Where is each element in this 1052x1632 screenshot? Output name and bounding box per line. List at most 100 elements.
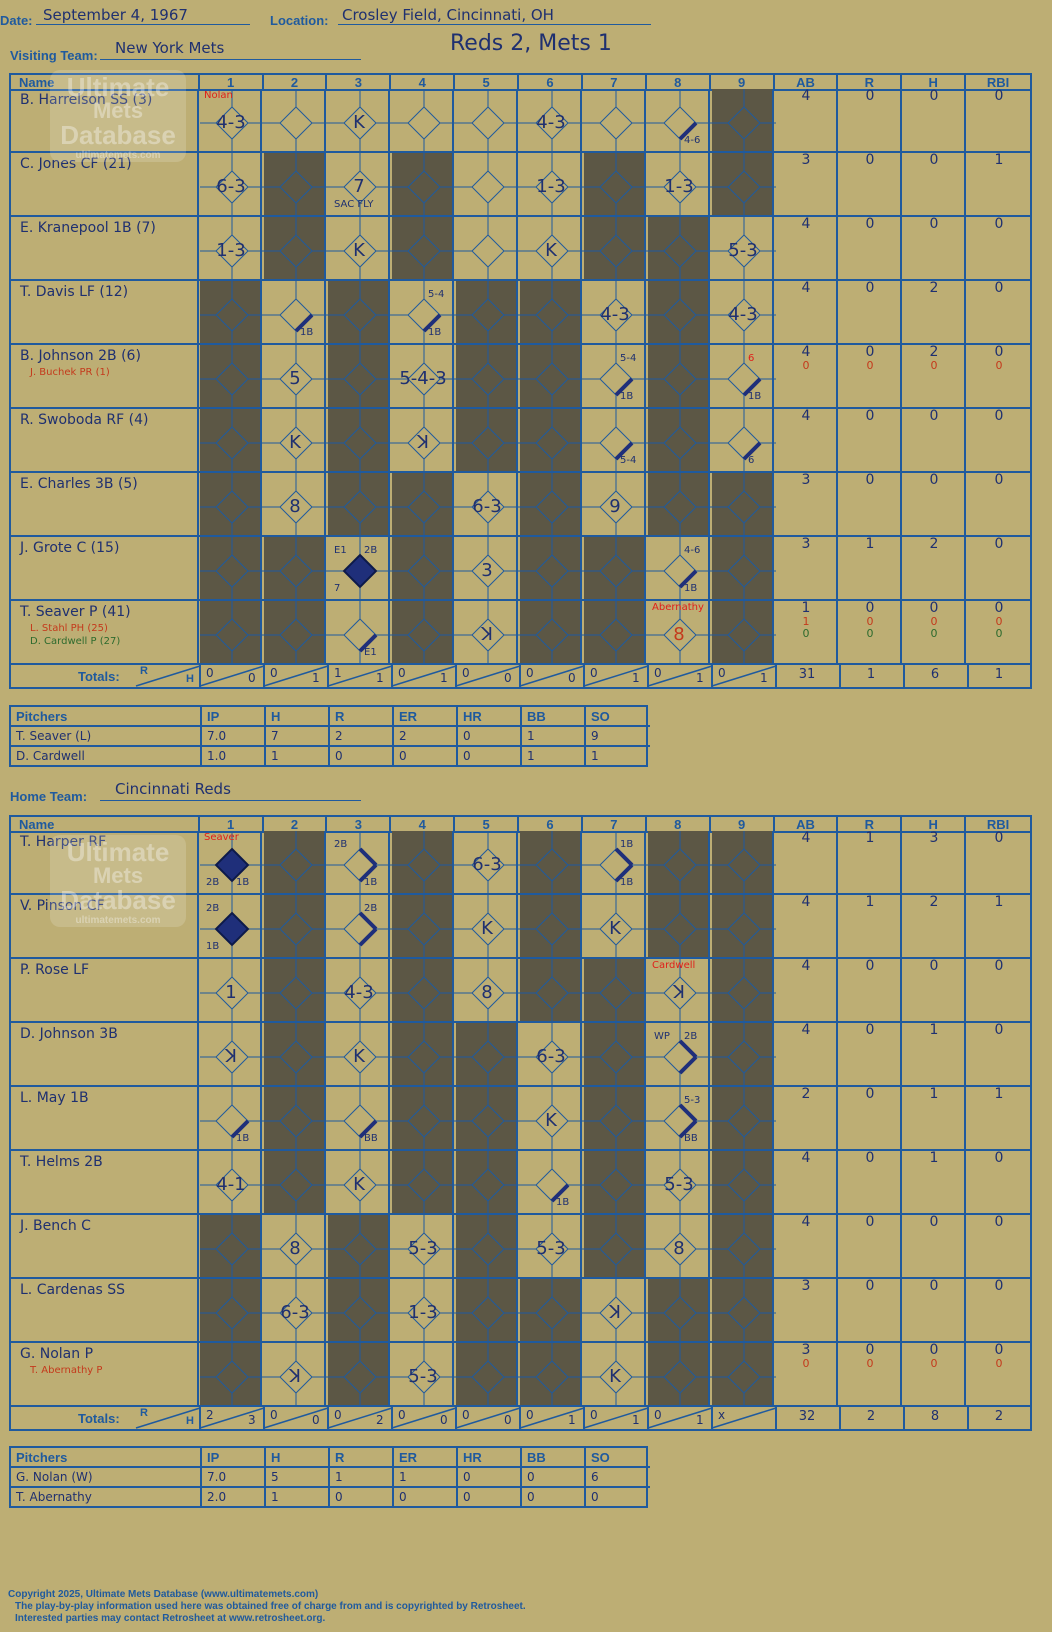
play-note: SAC FLY bbox=[334, 199, 374, 210]
base-diamond bbox=[712, 831, 776, 895]
pitcher-col-header: HR bbox=[458, 707, 522, 726]
play-note: WP bbox=[654, 1031, 670, 1042]
inning-cell: 5-3 bbox=[392, 1343, 456, 1407]
pitcher-stat: 0 bbox=[591, 1490, 599, 1504]
inning-runs: 0 bbox=[270, 666, 278, 680]
pitcher-col-header: IP bbox=[202, 1448, 266, 1467]
play-code: 4-3 bbox=[536, 112, 566, 133]
base-diamond bbox=[520, 1343, 584, 1407]
inning-hits: 0 bbox=[248, 671, 256, 685]
pitcher-col-header: SO bbox=[591, 1450, 610, 1465]
play-code: 4-3 bbox=[216, 112, 246, 133]
base-diamond bbox=[648, 1215, 712, 1279]
inning-cell bbox=[392, 537, 456, 601]
batter-name: P. Rose LF bbox=[20, 962, 90, 978]
stat-r: 0 bbox=[840, 408, 902, 473]
inning-cell bbox=[328, 1343, 392, 1407]
column-header-inning: 8 bbox=[647, 817, 711, 832]
inning-cell: K bbox=[584, 1343, 648, 1407]
base-diamond bbox=[648, 281, 712, 345]
batter-name: B. Johnson 2B (6) bbox=[20, 348, 141, 364]
base-diamond bbox=[520, 217, 584, 281]
play-code: 1 bbox=[225, 982, 237, 1003]
base-diamond bbox=[328, 537, 392, 601]
inning-cell: 1-3 bbox=[200, 217, 264, 281]
base-diamond bbox=[328, 153, 392, 217]
inning-cell bbox=[584, 1151, 648, 1215]
home-team-label: Home Team: bbox=[10, 789, 88, 804]
base-diamond bbox=[648, 153, 712, 217]
base-diamond bbox=[264, 1343, 328, 1407]
column-header-inning: 3 bbox=[327, 817, 392, 832]
base-diamond bbox=[264, 409, 328, 473]
pitcher-col-header: H bbox=[266, 1448, 330, 1467]
stat-h: 1 bbox=[904, 1086, 966, 1151]
pitcher-col-header: H bbox=[266, 707, 330, 726]
batter-name: V. Pinson CF bbox=[20, 898, 105, 914]
pitcher-row: D. Cardwell 1.0 1 0 0 0 1 1 bbox=[11, 747, 650, 767]
inning-cell bbox=[648, 217, 712, 281]
pitcher-row: T. Seaver (L) 7.0 7 2 2 0 1 9 bbox=[11, 727, 650, 747]
base-diamond bbox=[456, 1087, 520, 1151]
base-diamond bbox=[456, 895, 520, 959]
column-header-inning: 5 bbox=[455, 817, 520, 832]
stat-r: 1 bbox=[840, 536, 902, 601]
inning-cell bbox=[200, 1343, 264, 1407]
stat-rbi: 0 bbox=[994, 408, 1004, 424]
pitcher-stat: 0 bbox=[330, 747, 394, 766]
inning-cell bbox=[520, 959, 584, 1023]
pitcher-stat: 1 bbox=[266, 1488, 330, 1507]
inning-cell bbox=[328, 1215, 392, 1279]
base-diamond bbox=[328, 601, 392, 665]
base-diamond bbox=[264, 1151, 328, 1215]
inning-cell bbox=[584, 89, 648, 153]
base-diamond bbox=[200, 959, 264, 1023]
base-diamond bbox=[392, 281, 456, 345]
inning-cell: 4-3 Nolan bbox=[200, 89, 264, 153]
inning-runs: 0 bbox=[590, 666, 598, 680]
base-diamond bbox=[584, 153, 648, 217]
inning-cell bbox=[200, 345, 264, 409]
play-code: K bbox=[609, 1366, 621, 1387]
base-diamond bbox=[584, 1279, 648, 1343]
inning-cell: 1B bbox=[520, 1151, 584, 1215]
column-header-inning: 8 bbox=[647, 75, 711, 90]
inning-cell bbox=[456, 1343, 520, 1407]
base-diamond bbox=[584, 1151, 648, 1215]
base-diamond bbox=[712, 409, 776, 473]
base-diamond bbox=[392, 1343, 456, 1407]
pitcher-col-header: Pitchers bbox=[11, 1448, 202, 1467]
inning-cell bbox=[328, 1279, 392, 1343]
play-code: 8 bbox=[481, 982, 493, 1003]
batter-row: R. Swoboda RF (4) K ꓘ 5-4 6 4 0 0 0 bbox=[9, 408, 1032, 473]
inning-cell: 8 bbox=[648, 1215, 712, 1279]
base-diamond bbox=[328, 409, 392, 473]
stat-rbi: 0 bbox=[994, 1278, 1004, 1294]
play-code: ꓘ bbox=[673, 982, 685, 1003]
watermark-logo: Ultimate Mets Database ultimatemets.com bbox=[50, 835, 186, 927]
play-note: 1B bbox=[236, 1133, 250, 1144]
inning-cell: K bbox=[520, 217, 584, 281]
play-note: 1B bbox=[428, 327, 442, 338]
base-diamond bbox=[520, 473, 584, 537]
inning-hits: 0 bbox=[312, 1413, 320, 1427]
batter-row: B. Johnson 2B (6) J. Buchek PR (1) 5 5-4-3 5… bbox=[9, 344, 1032, 409]
batter-name: D. Johnson 3B bbox=[20, 1026, 118, 1042]
base-diamond bbox=[328, 1087, 392, 1151]
inning-runs: 0 bbox=[526, 666, 534, 680]
totals-r-label: R bbox=[140, 1407, 148, 1419]
base-diamond bbox=[712, 473, 776, 537]
play-note: 1B bbox=[748, 391, 762, 402]
column-header-inning: 4 bbox=[391, 75, 456, 90]
totals-row: Totals: R H 0 0 0 1 1 1 0 1 0 0 0 0 0 1 0 1 0 1 31 1 6 1 bbox=[9, 665, 1032, 689]
base-diamond bbox=[584, 831, 648, 895]
pitcher-row: G. Nolan (W) 7.0 5 1 1 0 0 6 bbox=[11, 1468, 650, 1488]
stat-ab: 4 bbox=[776, 1214, 838, 1279]
inning-cell bbox=[264, 89, 328, 153]
stat-rbi: 0 bbox=[994, 280, 1004, 296]
inning-cell bbox=[712, 1087, 776, 1151]
inning-cell bbox=[712, 895, 776, 959]
base-diamond bbox=[648, 831, 712, 895]
